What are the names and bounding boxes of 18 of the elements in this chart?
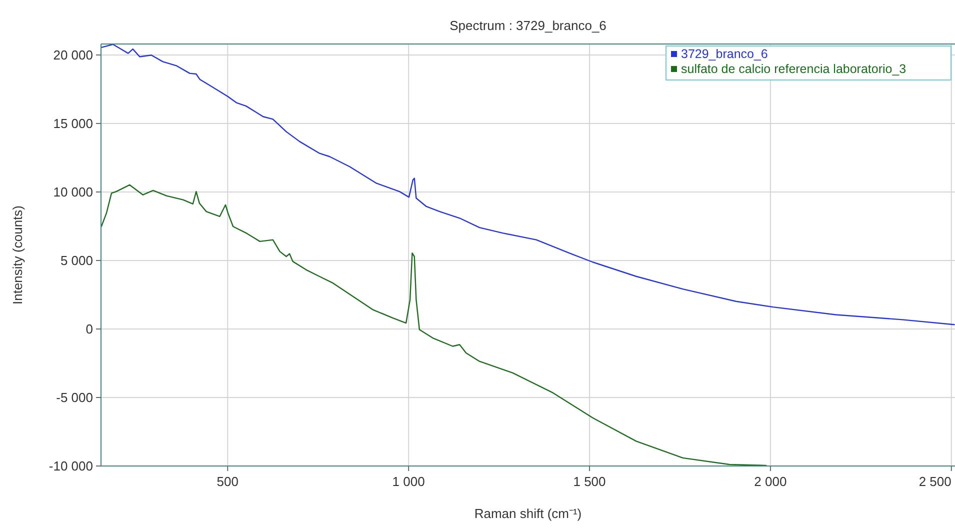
x-tick-label: 2 000: [754, 474, 787, 489]
line-series: [101, 184, 767, 466]
x-tick-label: 2 500: [918, 474, 952, 489]
y-tick-label: 20 000: [53, 47, 93, 62]
y-tick-label: -5 000: [56, 390, 93, 405]
legend-label: 3729_branco_6: [681, 47, 768, 61]
y-axis-title: Intensity (counts): [10, 206, 25, 304]
y-tick-label: 15 000: [53, 116, 93, 131]
y-tick-label: -10 000: [48, 458, 93, 474]
x-axis-title: Raman shift (cm⁻¹): [474, 506, 582, 521]
chart-title: Spectrum : 3729_branco_6: [450, 18, 606, 33]
x-tick-label: 1 000: [392, 474, 425, 489]
y-tick-label: 0: [86, 321, 93, 336]
x-tick-label: 500: [216, 474, 239, 489]
y-tick-label: 5 000: [60, 252, 93, 268]
y-tick-label: 10 000: [53, 184, 93, 200]
x-tick-label: 1 500: [573, 474, 606, 489]
legend-label: sulfato de calcio referencia laboratorio_3: [681, 62, 906, 76]
